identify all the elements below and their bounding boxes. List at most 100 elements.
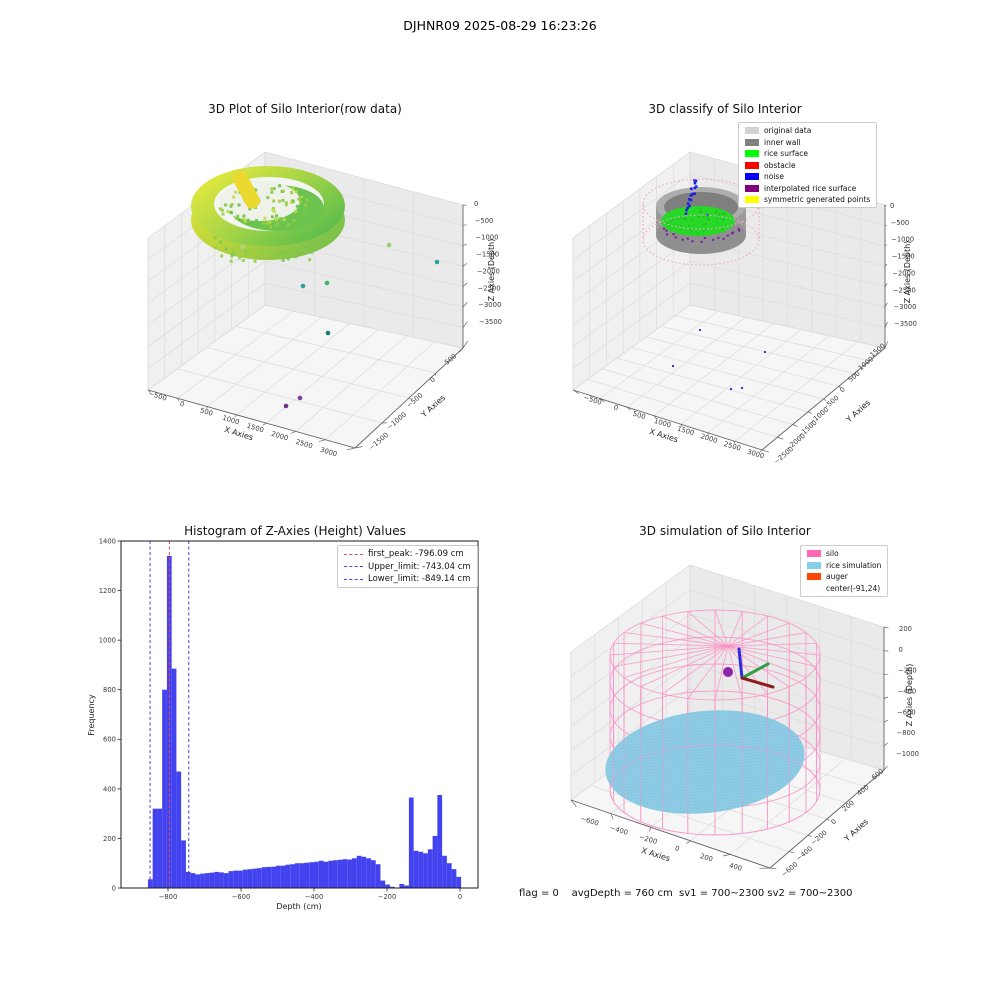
legend-item: rice surface [745, 149, 870, 158]
svg-text:0: 0 [179, 400, 185, 409]
svg-text:400: 400 [103, 785, 116, 793]
legend-item: center(-91,24) [807, 584, 881, 593]
svg-text:3000: 3000 [319, 446, 338, 459]
subplot-classify-3d: 3D classify of Silo Interior −500 0 500 100… [555, 100, 975, 480]
histogram-plot: −800 −600 −400 −200 0 0 200 400 600 800 1000 1200 14… [87, 537, 479, 911]
svg-text:0: 0 [899, 646, 903, 654]
svg-text:0: 0 [458, 893, 462, 901]
svg-text:−600: −600 [780, 860, 799, 878]
histogram-axis-ticks: −800 −600 −400 −200 0 0 200 400 600 800 1000 1200 14… [87, 537, 462, 911]
legend-label: symmetric generated points [764, 195, 871, 204]
svg-text:Y Axies: Y Axies [842, 817, 870, 844]
svg-text:−1500: −1500 [476, 251, 499, 259]
svg-text:−1500: −1500 [892, 253, 915, 261]
svg-text:−2500: −2500 [478, 284, 501, 292]
legend-label: first_peak: -796.09 cm [368, 549, 464, 559]
svg-text:−3500: −3500 [479, 318, 502, 326]
histogram-bars [147, 555, 462, 888]
legend-dash-sample [344, 553, 363, 555]
legend-color-swatch [745, 150, 759, 157]
svg-text:−400: −400 [795, 845, 814, 863]
svg-text:−2000: −2000 [892, 269, 915, 277]
svg-text:X Axies: X Axies [648, 427, 679, 444]
legend-item: silo [807, 549, 881, 558]
svg-text:−2500: −2500 [893, 286, 916, 294]
legend-label: Upper_limit: -743.04 cm [368, 561, 471, 572]
svg-text:1200: 1200 [99, 587, 116, 595]
legend-item: first_peak: -796.09 cm [344, 549, 471, 559]
svg-text:600: 600 [103, 736, 116, 744]
legend-color-swatch [745, 161, 759, 169]
legend-item: inner wall [745, 138, 870, 147]
subplot-raw-3d: 3D Plot of Silo Interior(row data) −500 0… [95, 100, 515, 480]
svg-text:−3500: −3500 [894, 320, 917, 328]
legend-item: interpolated rice surface [745, 184, 870, 193]
legend-item: noise [745, 172, 870, 181]
svg-text:−800: −800 [897, 729, 916, 737]
svg-text:−2000: −2000 [477, 267, 500, 275]
svg-text:Z Axies (Depth): Z Axies (Depth) [903, 241, 912, 304]
subplot-classify-3d-title: 3D classify of Silo Interior [648, 102, 802, 116]
threshold-lines [149, 541, 190, 888]
svg-text:0: 0 [112, 884, 116, 892]
svg-text:1000: 1000 [99, 637, 116, 645]
status-line: flag = 0 avgDepth = 760 cm sv1 = 700~230… [519, 888, 853, 899]
legend-color-swatch [745, 196, 759, 203]
subplot-simulation-3d-title: 3D simulation of Silo Interior [639, 524, 811, 538]
raw-3d-plot: −5000500100015002000250030005000−500−100… [147, 151, 502, 459]
legend-dash-sample [344, 578, 363, 580]
legend-color-swatch [745, 173, 759, 180]
svg-text:−500: −500 [475, 217, 494, 225]
legend-color-swatch [807, 561, 821, 569]
histogram-legend: first_peak: -796.09 cm Upper_limit: -743.… [337, 545, 478, 588]
svg-text:X Axies: X Axies [640, 846, 671, 863]
svg-text:200: 200 [699, 852, 714, 863]
subplot-raw-3d-title: 3D Plot of Silo Interior(row data) [208, 102, 402, 116]
svg-text:0: 0 [428, 376, 436, 385]
legend-item: symmetric generated points [745, 195, 870, 204]
svg-text:−1000: −1000 [475, 234, 498, 242]
legend-label: obstacle [764, 160, 796, 170]
svg-text:Frequency: Frequency [87, 694, 96, 736]
svg-text:−400: −400 [305, 893, 324, 901]
svg-text:0: 0 [838, 385, 846, 394]
svg-text:−800: −800 [159, 893, 178, 901]
legend-item: original data [745, 126, 870, 135]
svg-text:1000: 1000 [221, 414, 240, 427]
legend-color-swatch [807, 585, 821, 592]
svg-text:0: 0 [890, 202, 894, 210]
legend-item: Lower_limit: -849.14 cm [344, 574, 471, 584]
legend-dash-sample [344, 566, 363, 567]
grid-lines [572, 151, 886, 451]
legend-label: rice surface [764, 149, 809, 158]
svg-text:1400: 1400 [99, 537, 116, 545]
figure-suptitle: DJHNR09 2025-08-29 16:23:26 [403, 18, 597, 33]
simulation-legend: silo rice simulation auger center(-91,24) [800, 545, 889, 597]
svg-text:2500: 2500 [295, 438, 314, 451]
svg-text:Depth (cm): Depth (cm) [276, 902, 321, 911]
legend-color-swatch [745, 184, 759, 192]
svg-text:400: 400 [728, 861, 743, 872]
legend-label: noise [764, 172, 784, 181]
svg-text:0: 0 [474, 200, 478, 208]
plot-content [605, 609, 821, 836]
svg-text:Z Axies (Depth): Z Axies (Depth) [487, 239, 496, 302]
svg-text:−1000: −1000 [896, 750, 919, 758]
legend-color-swatch [807, 550, 821, 557]
legend-label: silo [826, 549, 839, 558]
plot-content [642, 178, 767, 391]
plot-content [191, 166, 440, 409]
svg-text:Y Axies: Y Axies [844, 398, 872, 425]
legend-color-swatch [745, 138, 759, 146]
svg-text:200: 200 [899, 625, 912, 633]
svg-text:−600: −600 [232, 893, 251, 901]
svg-text:−200: −200 [378, 893, 397, 901]
svg-text:−500: −500 [891, 219, 910, 227]
legend-label: inner wall [764, 137, 801, 147]
legend-item: rice simulation [807, 561, 881, 570]
svg-text:−200: −200 [638, 833, 658, 846]
subplot-histogram-title: Histogram of Z-Axies (Height) Values [184, 524, 406, 538]
svg-text:−1500: −1500 [367, 431, 390, 452]
svg-text:200: 200 [103, 835, 116, 843]
